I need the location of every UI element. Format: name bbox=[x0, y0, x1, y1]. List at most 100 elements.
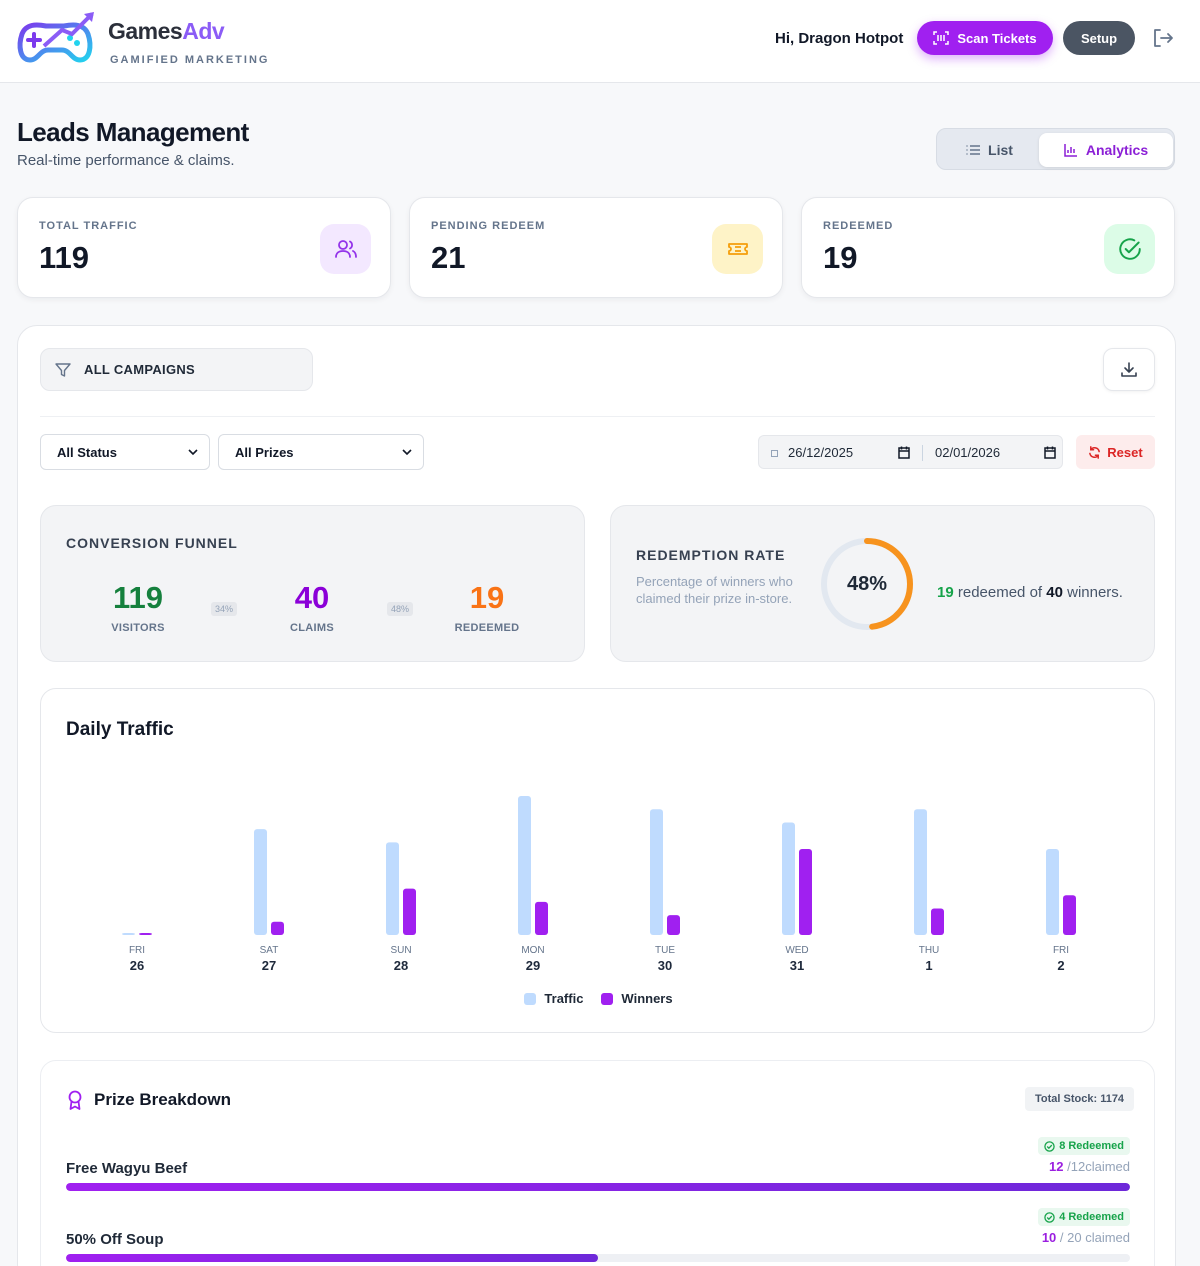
prize-breakdown-card: Prize Breakdown Total Stock: 1174 Free W… bbox=[40, 1060, 1155, 1266]
date-to-input[interactable]: 02/01/2026 bbox=[935, 445, 1001, 460]
scan-icon bbox=[933, 31, 950, 45]
x-tick-day: WED bbox=[785, 945, 808, 956]
redeemed-badge-label: 8 Redeemed bbox=[1059, 1140, 1124, 1152]
x-tick-day: SUN bbox=[390, 945, 411, 956]
funnel-redeemed: 19 REDEEMED bbox=[432, 580, 542, 634]
status-select[interactable]: All Status bbox=[40, 434, 210, 470]
redemption-donut-arc bbox=[821, 538, 913, 630]
stat-value: 119 bbox=[39, 240, 90, 275]
funnel-redeemed-value: 19 bbox=[469, 580, 505, 615]
check-circle-icon bbox=[1044, 1140, 1055, 1152]
calendar-icon[interactable] bbox=[1044, 446, 1056, 459]
brand-name: GamesAdv bbox=[108, 18, 225, 44]
legend-swatch-winners bbox=[601, 992, 614, 1005]
bar-winners-5 bbox=[799, 848, 812, 935]
stat-label: TOTAL TRAFFIC bbox=[39, 220, 138, 232]
status-select-value: All Status bbox=[57, 444, 117, 460]
bar-winners-7 bbox=[1063, 895, 1076, 935]
x-tick-day: FRI bbox=[1053, 945, 1069, 956]
logout-icon[interactable] bbox=[1151, 27, 1175, 49]
chevron-down-icon bbox=[188, 449, 198, 456]
calendar-icon[interactable] bbox=[898, 446, 910, 459]
date-from-input[interactable]: 26/12/2025 bbox=[788, 445, 854, 460]
ticket-icon bbox=[712, 224, 763, 274]
gamepad-logo-icon bbox=[17, 12, 94, 63]
refresh-icon bbox=[1089, 445, 1101, 459]
bar-traffic-0 bbox=[122, 933, 135, 935]
list-view-tab[interactable]: List bbox=[941, 133, 1038, 167]
prize-progress-track bbox=[66, 1183, 1130, 1191]
date-separator bbox=[922, 445, 923, 461]
bar-winners-0 bbox=[139, 933, 152, 935]
bar-traffic-4 bbox=[650, 809, 663, 935]
view-toggle: List Analytics bbox=[936, 128, 1175, 170]
legend-label-traffic: Traffic bbox=[544, 991, 584, 1006]
prizes-select-value: All Prizes bbox=[235, 444, 294, 460]
x-tick-date: 2 bbox=[1057, 958, 1064, 973]
users-icon bbox=[320, 224, 371, 274]
bar-traffic-7 bbox=[1046, 848, 1059, 935]
legend-item-traffic: Traffic bbox=[524, 991, 583, 1006]
x-tick-day: TUE bbox=[655, 945, 675, 956]
prize-row: Free Wagyu Beef 8 Redeemed 12 /12claimed bbox=[66, 1137, 1130, 1197]
check-circle-icon bbox=[1104, 224, 1155, 274]
redemption-description: Percentage of winners who claimed their … bbox=[636, 574, 793, 606]
bar-winners-1 bbox=[271, 921, 284, 935]
funnel-claims: 40 CLAIMS bbox=[257, 580, 367, 634]
bar-traffic-1 bbox=[254, 829, 267, 935]
total-stock-badge: Total Stock: 1174 bbox=[1025, 1087, 1135, 1111]
stat-card-total-traffic: TOTAL TRAFFIC 119 bbox=[17, 197, 391, 298]
redemption-donut bbox=[821, 538, 913, 630]
setup-button[interactable]: Setup bbox=[1063, 21, 1135, 55]
scan-tickets-button[interactable]: Scan Tickets bbox=[917, 21, 1053, 55]
analytics-view-tab[interactable]: Analytics bbox=[1039, 133, 1173, 167]
prize-row: 50% Off Soup 4 Redeemed 10 / 20 claimed bbox=[66, 1208, 1130, 1266]
campaign-filter[interactable]: ALL CAMPAIGNS bbox=[40, 348, 313, 391]
download-button[interactable] bbox=[1103, 348, 1155, 391]
prize-progress-track bbox=[66, 1254, 1130, 1262]
prize-claimed: 12 /12claimed bbox=[1049, 1159, 1130, 1174]
prize-breakdown-title: Prize Breakdown bbox=[94, 1090, 231, 1109]
stat-card-pending-redeem: PENDING REDEEM 21 bbox=[409, 197, 783, 298]
funnel-visitors-value: 119 bbox=[112, 580, 163, 615]
x-tick-day: MON bbox=[521, 945, 544, 956]
redemption-rate-card: REDEMPTION RATE Percentage of winners wh… bbox=[610, 505, 1155, 662]
prizes-select[interactable]: All Prizes bbox=[218, 434, 424, 470]
stat-label: PENDING REDEEM bbox=[431, 220, 546, 232]
daily-traffic-card: Daily Traffic FRI 26 SAT 27 SUN 28 MON 29 TUE 30 W… bbox=[40, 688, 1155, 1033]
scan-tickets-label: Scan Tickets bbox=[957, 30, 1037, 46]
reset-button[interactable]: Reset bbox=[1076, 435, 1155, 469]
x-tick-date: 26 bbox=[130, 958, 144, 973]
prize-name: Free Wagyu Beef bbox=[66, 1160, 188, 1177]
user-greeting: Hi, Dragon Hotpot bbox=[775, 30, 904, 47]
check-circle-icon bbox=[1044, 1211, 1055, 1223]
x-tick-day: FRI bbox=[129, 945, 145, 956]
conversion-funnel-card: CONVERSION FUNNEL 119 VISITORS 34% 40 CL… bbox=[40, 505, 585, 662]
top-bar: GamesAdv GAMIFIED MARKETING Hi, Dragon H… bbox=[0, 0, 1200, 83]
divider bbox=[40, 416, 1155, 417]
redemption-summary: 19 redeemed of 40 winners. bbox=[937, 584, 1123, 601]
bar-winners-6 bbox=[931, 908, 944, 935]
page-title: Leads Management bbox=[17, 117, 249, 147]
x-tick-date: 1 bbox=[925, 958, 932, 973]
bar-winners-4 bbox=[667, 915, 680, 935]
funnel-claims-label: CLAIMS bbox=[290, 622, 334, 634]
page-subtitle: Real-time performance & claims. bbox=[17, 152, 235, 169]
bar-traffic-2 bbox=[386, 842, 399, 935]
legend-swatch-traffic bbox=[524, 992, 537, 1005]
redemption-rate-value: 48% bbox=[846, 572, 888, 595]
redeemed-badge: 4 Redeemed bbox=[1038, 1208, 1130, 1226]
funnel-redeem-pct: 48% bbox=[387, 602, 414, 616]
prize-claimed: 10 / 20 claimed bbox=[1041, 1230, 1130, 1245]
daily-traffic-chart: FRI 26 SAT 27 SUN 28 MON 29 TUE 30 WED 31 THU 1 FRI 2 bbox=[122, 796, 1076, 973]
brand-tagline: GAMIFIED MARKETING bbox=[110, 54, 270, 66]
stat-card-redeemed: REDEEMED 19 bbox=[801, 197, 1175, 298]
reset-label: Reset bbox=[1107, 444, 1143, 460]
funnel-redeemed-label: REDEEMED bbox=[454, 622, 520, 634]
funnel-visitors-label: VISITORS bbox=[111, 622, 165, 634]
analytics-view-label: Analytics bbox=[1085, 142, 1149, 158]
redeemed-badge-label: 4 Redeemed bbox=[1059, 1211, 1124, 1223]
funnel-title: CONVERSION FUNNEL bbox=[66, 535, 238, 551]
funnel-visitors: 119 VISITORS bbox=[83, 580, 193, 634]
filter-icon bbox=[55, 362, 71, 377]
